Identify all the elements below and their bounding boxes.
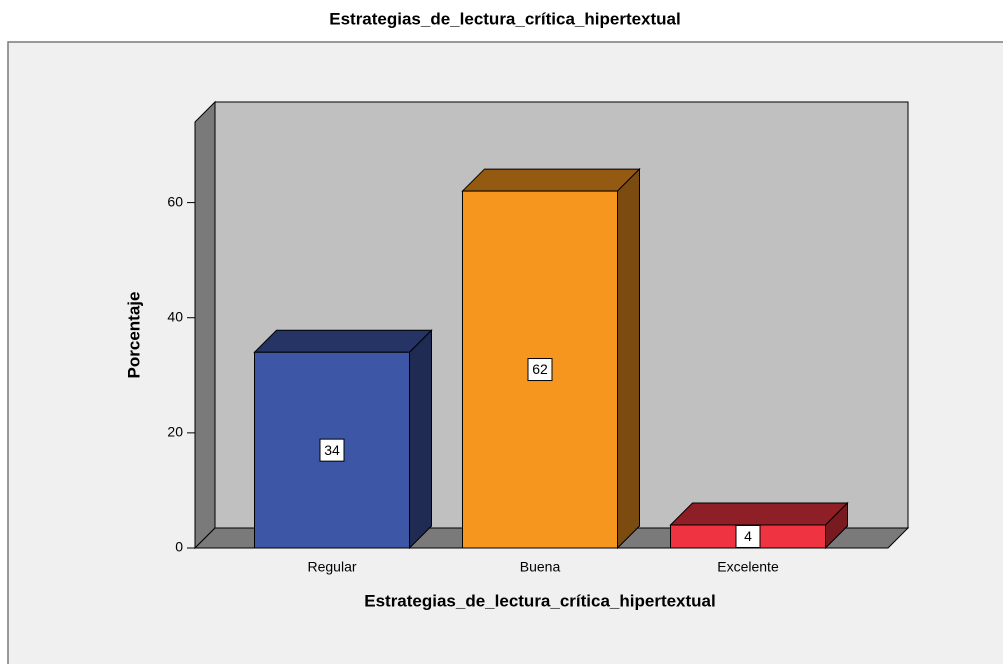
value-label: 34 [324,442,340,458]
y-tick-label: 0 [175,539,183,555]
bar-side [409,329,432,550]
y-axis-label: Porcentaje [124,292,143,379]
x-tick-label: Regular [307,559,356,575]
value-label-box [735,524,761,548]
value-label-box [527,358,553,382]
x-tick-label: Buena [520,559,561,575]
bar-top [461,168,641,192]
value-label: 4 [744,528,752,544]
value-label: 62 [532,361,548,377]
bar-top [253,329,433,353]
value-label-box [319,438,345,462]
y-tick-label: 40 [167,308,183,324]
left-wall [194,100,216,550]
x-axis-label: Estrategias_de_lectura_crítica_hipertext… [364,591,716,610]
x-tick-label: Excelente [717,559,779,575]
bar-side [617,167,640,550]
y-tick-label: 20 [167,424,183,440]
y-tick-label: 60 [167,193,183,209]
chart-title: Estrategias_de_lectura_crítica_hipertext… [329,9,681,28]
bar-top [669,502,849,526]
